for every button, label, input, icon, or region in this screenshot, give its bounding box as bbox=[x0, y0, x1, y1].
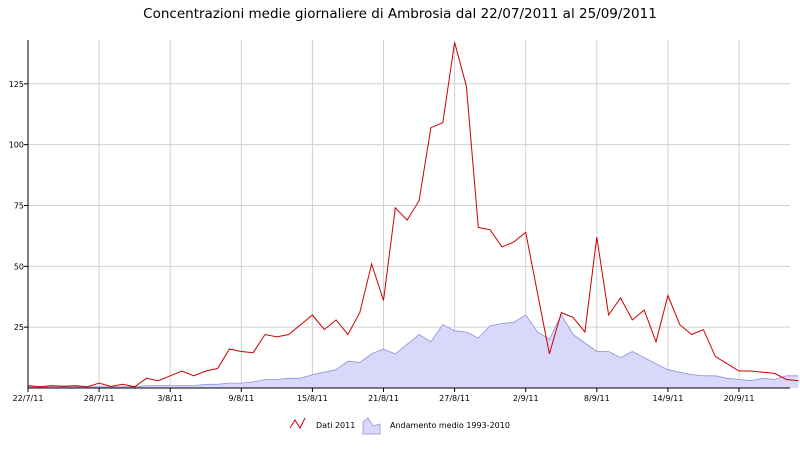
area-series-layer bbox=[28, 314, 799, 388]
x-tick-label: 3/8/11 bbox=[157, 394, 183, 403]
x-tick-label: 27/8/11 bbox=[439, 394, 470, 403]
x-tick-label: 28/7/11 bbox=[84, 394, 115, 403]
grid-lines bbox=[28, 40, 790, 388]
chart-title: Concentrazioni medie giornaliere di Ambr… bbox=[143, 6, 657, 22]
y-tick-label: 75 bbox=[14, 201, 24, 210]
axes bbox=[24, 40, 790, 392]
area-series-fill bbox=[28, 315, 799, 388]
legend-item-line: Dati 2011 bbox=[289, 417, 355, 430]
y-tick-label: 100 bbox=[9, 141, 24, 150]
legend-label-line: Dati 2011 bbox=[316, 421, 355, 430]
y-tick-label: 50 bbox=[14, 262, 24, 271]
x-tick-label: 20/9/11 bbox=[724, 394, 755, 403]
y-tick-label: 25 bbox=[14, 323, 24, 332]
legend: Dati 2011 Andamento medio 1993-2010 bbox=[289, 417, 510, 435]
legend-area-swatch bbox=[362, 417, 381, 435]
x-tick-label: 22/7/11 bbox=[13, 394, 44, 403]
tick-labels: 25 50 75 100 125 22/7/11 28/7/11 3/8/11 9/8/11 15… bbox=[9, 80, 755, 403]
legend-line-swatch bbox=[289, 417, 306, 430]
legend-item-area: Andamento medio 1993-2010 bbox=[362, 417, 510, 435]
area-series-outline bbox=[28, 314, 799, 388]
x-tick-label: 8/9/11 bbox=[584, 394, 610, 403]
x-tick-label: 14/9/11 bbox=[652, 394, 683, 403]
x-tick-label: 2/9/11 bbox=[513, 394, 539, 403]
x-tick-label: 15/8/11 bbox=[297, 394, 328, 403]
line-series-layer bbox=[27, 42, 799, 388]
x-tick-label: 9/8/11 bbox=[228, 394, 254, 403]
x-tick-label: 21/8/11 bbox=[368, 394, 399, 403]
legend-label-area: Andamento medio 1993-2010 bbox=[390, 421, 510, 430]
line-series-path bbox=[27, 42, 799, 388]
y-tick-label: 125 bbox=[9, 80, 24, 89]
